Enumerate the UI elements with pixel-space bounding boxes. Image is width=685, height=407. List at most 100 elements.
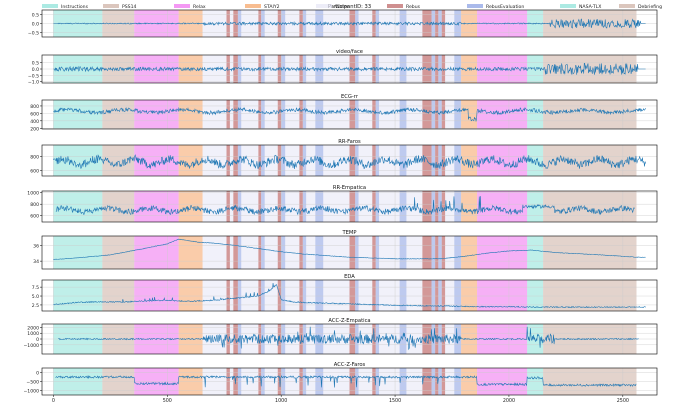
- panel-4: 600 800 RR-Faros: [30, 139, 658, 177]
- phase-span-rebusevaluation: [261, 191, 265, 222]
- legend-swatch-relax: [174, 4, 190, 8]
- phase-span-rebusevaluation: [281, 236, 286, 269]
- phase-span-rebus: [277, 100, 282, 129]
- phase-span-rebusevaluation: [237, 280, 242, 311]
- phase-span-rebusevaluation: [261, 236, 265, 269]
- phase-span-rebus: [299, 100, 303, 129]
- phase-span-instructions: [53, 280, 103, 311]
- phase-span-water: [285, 191, 300, 222]
- phase-span-rebusevaluation: [237, 145, 242, 176]
- phase-span-relax: [477, 236, 528, 269]
- panel-title: ACC-Z-Empatica: [328, 318, 370, 324]
- panel-9: −1000 −500 0 ACC-Z-Faros: [23, 362, 658, 396]
- legend-label: Rebus: [406, 4, 421, 10]
- phase-span-water: [229, 145, 234, 176]
- phase-span-rebusevaluation: [399, 145, 407, 176]
- phase-span-staiy2: [461, 100, 478, 129]
- x-tick-label: 0: [52, 398, 55, 403]
- phase-span-rebus: [441, 191, 446, 222]
- phase-span-water: [241, 191, 259, 222]
- phase-span-water: [445, 236, 455, 269]
- phase-span-rebusevaluation: [355, 191, 359, 222]
- phase-span-rebus: [299, 236, 303, 269]
- legend-swatch-rebusevaluation: [467, 4, 483, 8]
- panel-frame: [41, 367, 658, 396]
- phase-span-relax: [134, 100, 179, 129]
- phase-span-water: [264, 100, 278, 129]
- phase-span-pss14: [102, 191, 135, 222]
- y-tick-label: 0: [36, 371, 39, 377]
- phase-span-rebus: [299, 145, 303, 176]
- phase-span-rebusevaluation: [431, 100, 436, 129]
- panel-1: −0.5 0.0 0.5 ParticipantID: 33: [28, 4, 658, 38]
- series-line-accfaros: [55, 374, 637, 388]
- phase-span-water: [306, 145, 316, 176]
- phase-span-debriefing: [543, 191, 637, 222]
- panel-title: video/face: [336, 49, 363, 55]
- phase-span-rebusevaluation: [261, 100, 265, 129]
- phase-span-rebusevaluation: [438, 280, 442, 311]
- phase-span-water: [285, 280, 300, 311]
- phase-span-debriefing: [543, 100, 637, 129]
- phase-span-rebus: [349, 191, 356, 222]
- phase-span-rebusevaluation: [454, 280, 462, 311]
- phase-span-water: [241, 145, 259, 176]
- phase-span-rebus: [258, 145, 262, 176]
- phase-span-water: [229, 100, 234, 129]
- phase-span-rebus: [435, 236, 439, 269]
- phase-span-rebusevaluation: [355, 100, 359, 129]
- phase-span-water: [406, 280, 423, 311]
- phase-span-rebusevaluation: [237, 236, 242, 269]
- phase-span-water: [202, 191, 227, 222]
- phase-span-water: [241, 100, 259, 129]
- phase-span-water: [285, 145, 300, 176]
- phase-span-water: [445, 191, 455, 222]
- phase-span-rebusevaluation: [438, 100, 442, 129]
- phase-span-water: [379, 100, 400, 129]
- phase-span-rebusevaluation: [375, 280, 380, 311]
- phase-span-rebusevaluation: [237, 191, 242, 222]
- panel-2: −1.0−0.50.00.5 video/face: [28, 49, 658, 86]
- phase-span-water: [306, 236, 316, 269]
- phase-span-rebus: [441, 236, 446, 269]
- phase-span-staiy2: [178, 236, 203, 269]
- phase-span-rebus: [422, 100, 432, 129]
- y-tick-label: 800: [30, 104, 39, 110]
- y-tick-label: −1000: [23, 389, 39, 395]
- phase-span-rebusevaluation: [355, 280, 359, 311]
- y-tick-label: −1000: [23, 343, 39, 349]
- phase-span-rebusevaluation: [454, 191, 462, 222]
- phase-span-rebusevaluation: [375, 236, 380, 269]
- phase-span-water: [323, 100, 350, 129]
- phase-span-nasa-tlx: [527, 236, 544, 269]
- legend-swatch-water: [316, 4, 332, 8]
- legend-label: Relax: [193, 4, 206, 10]
- y-tick-label: 36: [33, 243, 39, 249]
- series-line-rrfaros: [53, 154, 646, 170]
- phase-span-water: [358, 280, 373, 311]
- x-tick-label: 2000: [503, 398, 515, 403]
- phase-span-rebus: [349, 145, 356, 176]
- phase-span-rebusevaluation: [261, 145, 265, 176]
- phase-span-rebus: [226, 145, 230, 176]
- panel-title: RR-Faros: [338, 139, 361, 145]
- y-tick-label: 600: [30, 168, 39, 174]
- panel-7: 2.5 5.0 7.5 EDA: [32, 274, 658, 312]
- phase-span-rebusevaluation: [261, 280, 265, 311]
- phase-span-water: [264, 280, 278, 311]
- phase-span-staiy2: [461, 236, 478, 269]
- phase-span-rebus: [258, 191, 262, 222]
- panel-title: TEMP: [341, 230, 356, 236]
- panel-5: 600 800 1000 RR-Empatica: [27, 185, 658, 223]
- phase-span-rebusevaluation: [355, 145, 359, 176]
- phase-span-rebus: [349, 280, 356, 311]
- phase-span-water: [406, 236, 423, 269]
- y-tick-label: 2.5: [32, 303, 39, 309]
- y-tick-label: 7.5: [32, 285, 39, 291]
- phase-span-rebusevaluation: [454, 236, 462, 269]
- series-line-eda: [53, 283, 646, 309]
- phase-span-water: [285, 100, 300, 129]
- phase-span-water: [445, 280, 455, 311]
